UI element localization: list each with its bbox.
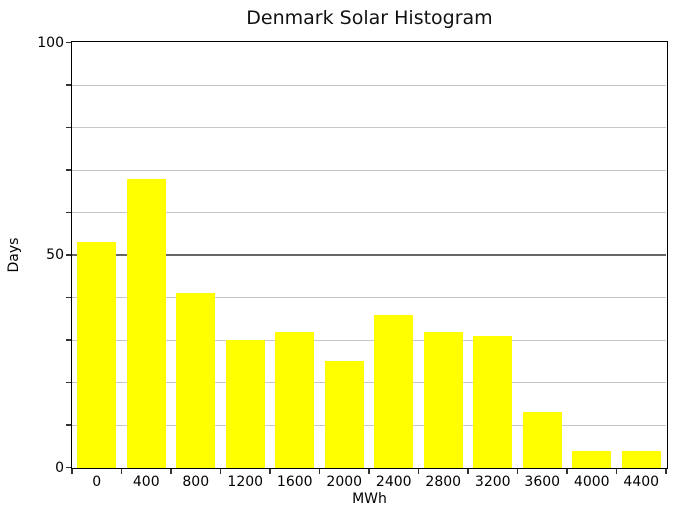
gridline-emphasized — [72, 254, 666, 256]
gridline — [72, 297, 666, 298]
x-tick-mark — [269, 469, 271, 474]
gridline — [72, 127, 666, 128]
y-tick-mark — [65, 126, 71, 129]
y-tick-label: 50 — [46, 247, 64, 263]
y-tick-mark — [65, 254, 71, 256]
histogram-bar — [522, 412, 562, 468]
histogram-bar — [176, 293, 216, 468]
y-tick-mark — [65, 211, 71, 214]
y-tick-mark — [65, 466, 71, 469]
y-tick-label: 0 — [55, 459, 64, 476]
chart-title: Denmark Solar Histogram — [246, 7, 493, 29]
histogram-bar — [621, 450, 661, 468]
y-tick-mark — [65, 169, 71, 171]
x-tick-mark — [71, 469, 73, 474]
y-tick-mark — [65, 84, 71, 86]
x-tick-label: 3200 — [474, 474, 511, 490]
x-tick-mark — [318, 469, 321, 474]
x-tick-mark — [170, 469, 172, 474]
y-tick-label: 100 — [37, 34, 64, 51]
x-tick-label: 3600 — [524, 474, 561, 490]
x-tick-mark — [120, 469, 123, 474]
x-tick-label: 4000 — [573, 474, 610, 490]
gridline — [72, 84, 666, 86]
x-tick-label: 4400 — [623, 474, 660, 490]
y-tick-mark — [65, 41, 71, 44]
gridline — [72, 169, 666, 171]
y-tick-mark — [65, 339, 71, 341]
x-tick-label: 800 — [182, 474, 210, 490]
gridline — [72, 382, 666, 383]
x-tick-label: 1600 — [276, 474, 313, 490]
x-tick-mark — [615, 469, 618, 474]
histogram-bar — [324, 361, 364, 468]
histogram-bar — [374, 314, 414, 468]
histogram-bar — [77, 242, 117, 468]
x-tick-label: 400 — [132, 474, 160, 490]
gridline — [72, 339, 666, 341]
x-tick-label: 2400 — [375, 474, 412, 490]
x-tick-mark — [467, 469, 469, 474]
x-tick-label: 2000 — [326, 474, 363, 490]
y-tick-mark — [65, 381, 71, 384]
x-axis-label: MWh — [352, 491, 387, 507]
histogram-bar — [225, 340, 265, 468]
x-tick-mark — [665, 469, 667, 474]
gridline — [72, 212, 666, 213]
x-tick-mark — [417, 469, 420, 474]
x-tick-label: 1200 — [227, 474, 264, 490]
histogram-bar — [126, 178, 166, 468]
histogram-bar — [572, 450, 612, 468]
histogram-bar — [275, 331, 315, 468]
histogram-bar — [423, 331, 463, 468]
gridline — [72, 424, 666, 426]
x-tick-mark — [566, 469, 568, 474]
y-tick-mark — [65, 424, 71, 426]
x-tick-mark — [368, 469, 370, 474]
x-tick-mark — [516, 469, 519, 474]
x-tick-label: 0 — [92, 474, 102, 490]
x-tick-mark — [219, 469, 222, 474]
y-tick-mark — [65, 296, 71, 299]
x-tick-label: 2800 — [425, 474, 462, 490]
histogram-bar — [473, 335, 513, 468]
